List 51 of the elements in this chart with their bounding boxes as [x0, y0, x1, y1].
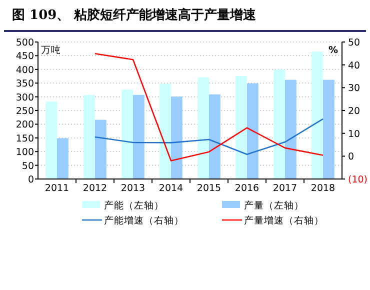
x-tick-label: 2017 [272, 183, 298, 194]
y-tick-label: 500 [16, 38, 34, 48]
y2-tick-label: (10) [348, 174, 368, 186]
y2-tick-label: 50 [348, 38, 360, 48]
bar [312, 52, 323, 179]
bar [95, 120, 106, 179]
legend-label: 产量（左轴） [244, 200, 304, 212]
bar [84, 94, 95, 179]
bar [133, 94, 144, 179]
y-tick-label: 100 [16, 147, 34, 158]
line-series [94, 52, 324, 162]
y2-tick-label: 20 [348, 106, 360, 117]
line-series [94, 118, 324, 155]
legend-label: 产能增速（右轴） [104, 214, 184, 226]
y2-tick-label: 30 [348, 83, 360, 94]
bar [323, 80, 334, 179]
bar [171, 96, 182, 179]
y2-tick-label: 10 [348, 128, 360, 140]
bar [198, 77, 209, 179]
bar [285, 80, 296, 179]
y-tick-label: 50 [22, 160, 34, 172]
y-axis-title: 万吨 [41, 44, 61, 56]
x-tick-label: 2018 [310, 183, 336, 194]
x-tick-label: 2012 [82, 183, 108, 194]
y-tick-label: 400 [16, 64, 34, 76]
y-tick-label: 150 [16, 133, 34, 144]
bar [274, 69, 285, 179]
x-tick-label: 2015 [196, 183, 222, 194]
x-tick-label: 2011 [44, 183, 70, 194]
x-tick-label: 2016 [234, 183, 260, 194]
x-tick-label: 2014 [158, 183, 184, 194]
y-tick-label: 200 [16, 120, 34, 131]
y2-tick-label: 40 [348, 60, 360, 72]
legend-label: 产能（左轴） [104, 200, 164, 212]
bar [57, 138, 68, 179]
y-tick-label: 0 [28, 174, 34, 186]
y-tick-label: 300 [16, 92, 34, 104]
y2-tick-label: 0 [348, 152, 354, 163]
bar [122, 90, 133, 179]
x-tick-label: 2013 [120, 183, 146, 194]
bar [247, 83, 258, 179]
y2-axis-title: % [328, 45, 338, 56]
y-tick-label: 250 [16, 106, 34, 117]
bar [46, 101, 57, 179]
chart-title: 图 109、 粘胶短纤产能增速高于产量增速 [12, 7, 258, 23]
bar [236, 76, 247, 179]
bar [160, 84, 171, 179]
y-tick-label: 450 [16, 51, 34, 62]
y-tick-label: 350 [16, 78, 34, 90]
legend-label: 产量增速（右轴） [244, 214, 324, 226]
bar [209, 94, 220, 179]
